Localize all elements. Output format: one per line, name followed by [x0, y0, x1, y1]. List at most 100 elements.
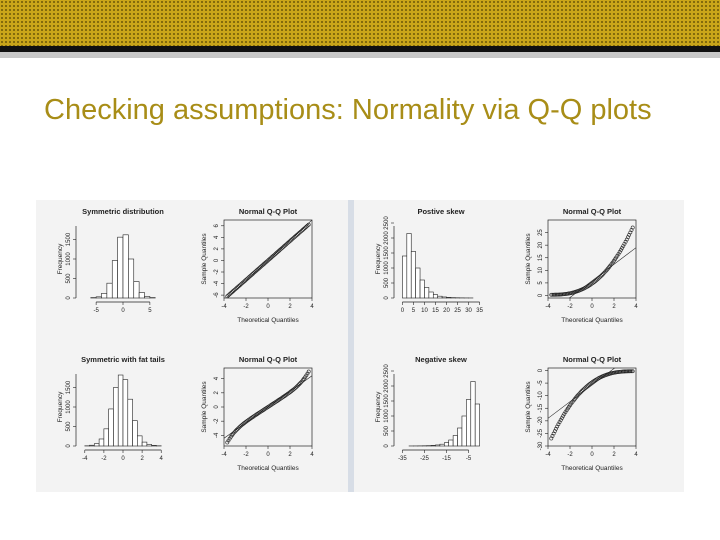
chart-6-y-tick-label: 0	[384, 444, 390, 448]
chart-5-reference-line	[224, 375, 312, 439]
chart-6-bar	[452, 435, 458, 447]
chart-2-x-tick-label: 25	[454, 308, 461, 314]
chart-2-x-tick-label: 0	[401, 308, 405, 314]
chart-6-title: Negative skew	[415, 355, 467, 364]
chart-4-y-tick-label: 500	[66, 421, 72, 432]
chart-6-x-tick-label: -5	[466, 456, 472, 462]
chart-3-title: Normal Q-Q Plot	[563, 207, 622, 216]
chart-5-point	[290, 388, 295, 393]
chart-1-point	[250, 272, 254, 277]
chart-7-x-tick-label: -4	[545, 452, 551, 458]
chart-3-y-tick-label: 5	[538, 281, 544, 285]
chart-2-y-tick-label: 0	[384, 296, 390, 300]
chart-4-x-tick-label: 2	[140, 456, 144, 462]
chart-7-point	[580, 389, 584, 393]
chart-0-bar	[133, 281, 140, 299]
chart-1-point	[234, 286, 239, 290]
chart-1-y-tick-label: -6	[214, 292, 220, 298]
chart-3-point	[550, 292, 555, 297]
chart-2-x-tick-label: 5	[412, 308, 416, 314]
chart-7: Normal Q-Q Plot-4 -2 0 2 4-30-25-20-15-10-50…	[525, 355, 638, 472]
chart-6-y-tick-label: 1000	[384, 409, 390, 423]
chart-0-bar	[128, 258, 135, 299]
chart-1-point	[269, 255, 273, 260]
chart-1-point	[266, 258, 271, 262]
chart-1-point	[271, 253, 276, 258]
chart-2-bar	[415, 267, 421, 299]
chart-7-point	[562, 412, 567, 416]
chart-4-y-tick-label: 0	[66, 444, 72, 448]
chart-7-y-tick-label: -10	[538, 391, 544, 400]
chart-1-point	[293, 234, 298, 238]
chart-7-point	[584, 384, 589, 389]
chart-5: Normal Q-Q Plot -4 -2 0 2 4 -4 -2 0 2 4 Sample Quan…	[201, 355, 314, 472]
chart-6-bar	[457, 427, 463, 447]
chart-1-point	[267, 256, 272, 261]
chart-6-y-tick-label: 2000	[384, 379, 390, 393]
chart-7-point	[627, 369, 632, 374]
chart-3-point	[549, 292, 554, 297]
chart-3-x-tick-label: -4	[545, 304, 551, 310]
chart-5-point	[238, 424, 243, 429]
chart-2-bar	[428, 291, 434, 299]
chart-3-point	[598, 274, 603, 279]
chart-5-point	[292, 386, 297, 391]
chart-5-point	[236, 426, 240, 431]
chart-3-point	[630, 225, 635, 230]
chart-7-point	[555, 424, 560, 429]
chart-6-x-tick-label: -25	[420, 456, 429, 462]
chart-5-x-tick-label: 4	[310, 452, 314, 458]
chart-1-point	[306, 222, 311, 227]
chart-1-point	[270, 254, 275, 259]
chart-1-point	[238, 282, 243, 287]
chart-0-y-tick-label: 1500	[66, 232, 72, 246]
chart-0-title: Symmetric distribution	[82, 207, 164, 216]
chart-7-reference-line	[548, 368, 616, 419]
chart-1-y-tick-label: -2	[214, 269, 220, 275]
chart-3-x-tick-label: -2	[567, 304, 573, 310]
chart-6-y-tick-label: 2500	[384, 364, 390, 378]
chart-4-bar	[127, 398, 133, 447]
chart-1-point	[257, 266, 262, 271]
chart-6-y-tick-label: 1500	[384, 394, 390, 408]
chart-2-y-tick-label: 2500	[384, 216, 390, 230]
chart-2-x-tick-label: 30	[465, 308, 472, 314]
chart-7-x-tick-label: 4	[634, 452, 638, 458]
chart-3-point	[617, 250, 622, 254]
chart-5-point	[295, 384, 299, 389]
chart-6-bar	[466, 399, 472, 447]
chart-1-y-tick-label: 2	[214, 247, 220, 251]
chart-3-point	[556, 292, 561, 297]
chart-1-point	[295, 233, 299, 237]
chart-1-point	[237, 283, 241, 288]
chart-4-bar	[108, 408, 114, 447]
chart-7-x-tick-label: -2	[567, 452, 573, 458]
chart-2-bar	[441, 296, 447, 299]
chart-0-y-tick-label: 500	[66, 273, 72, 284]
chart-5-point	[293, 385, 298, 390]
chart-1-title: Normal Q-Q Plot	[239, 207, 298, 216]
chart-2-bar	[410, 251, 416, 299]
figure-panel-divider	[348, 200, 354, 492]
chart-5-y-tick-label: 2	[214, 390, 220, 394]
qq-plot-figure: Symmetric distribution -5 0 5 0 500 1000 1500 Fr…	[36, 200, 684, 492]
chart-1-point	[256, 267, 260, 272]
chart-3-point	[554, 292, 558, 297]
chart-1-point	[233, 287, 238, 291]
chart-1-x-label: Theoretical Quantiles	[237, 317, 299, 324]
chart-1-point	[273, 251, 278, 256]
chart-4-x-tick-label: 0	[121, 456, 125, 462]
chart-1-y-tick-label: 0	[214, 258, 220, 262]
chart-1-point	[285, 241, 290, 246]
chart-5-x-tick-label: -4	[221, 452, 227, 458]
chart-1-x-tick-label: -4	[221, 304, 227, 310]
chart-4-x-tick-label: -4	[82, 456, 88, 462]
chart-5-point	[297, 382, 302, 387]
chart-5-title: Normal Q-Q Plot	[239, 355, 298, 364]
chart-1-point	[253, 269, 258, 274]
chart-5-y-tick-label: 0	[214, 405, 220, 409]
chart-3-point	[595, 277, 600, 282]
chart-0-bar	[117, 236, 124, 299]
chart-3-point	[594, 278, 599, 283]
chart-3-point	[555, 292, 560, 297]
